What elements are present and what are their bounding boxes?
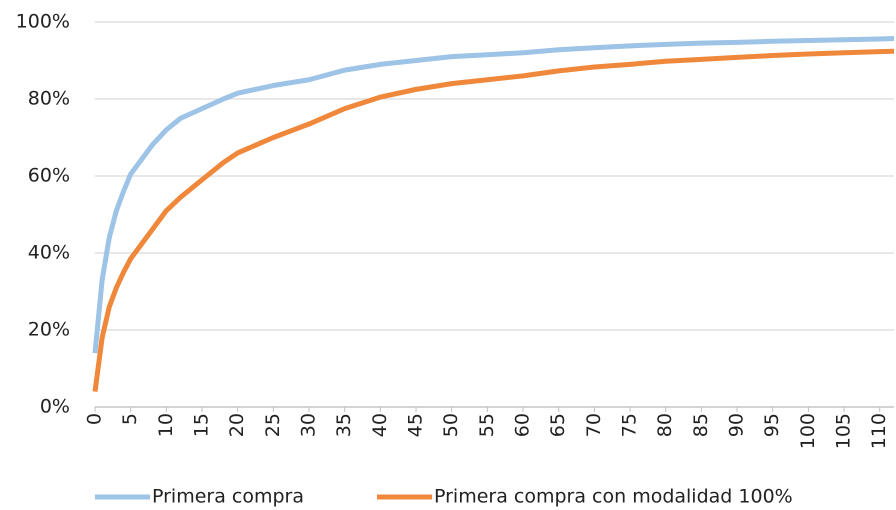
y-tick-label: 100%: [16, 11, 70, 33]
y-tick-label: 60%: [28, 165, 70, 187]
x-tick-label: 45: [405, 413, 427, 437]
legend-label: Primera compra con modalidad 100%: [434, 486, 793, 508]
y-tick-label: 80%: [28, 88, 70, 110]
x-tick-label: 30: [298, 413, 320, 437]
x-tick-label: 35: [333, 413, 355, 437]
x-tick-label: 0: [84, 413, 106, 425]
y-tick-label: 0%: [40, 396, 70, 418]
y-tick-label: 20%: [28, 319, 70, 341]
x-tick-label: 55: [476, 413, 498, 437]
x-tick-label: 40: [369, 413, 391, 437]
x-tick-label: 70: [583, 413, 605, 437]
legend-label: Primera compra: [152, 486, 304, 508]
x-tick-label: 65: [547, 413, 569, 437]
x-tick-label: 80: [654, 413, 676, 437]
x-tick-label: 25: [262, 413, 284, 437]
series-line: [92, 36, 895, 354]
x-tick-label: 50: [440, 413, 462, 437]
x-tick-label: 5: [119, 413, 141, 425]
y-tick-label: 40%: [28, 242, 70, 264]
x-tick-label: 110: [868, 413, 890, 449]
x-tick-label: 90: [726, 413, 748, 437]
x-tick-label: 75: [619, 413, 641, 437]
x-tick-label: 15: [191, 413, 213, 437]
x-tick-label: 60: [512, 413, 534, 437]
x-tick-label: 100: [797, 413, 819, 449]
x-tick-label: 105: [833, 413, 855, 449]
x-tick-label: 85: [690, 413, 712, 437]
x-tick-label: 95: [761, 413, 783, 437]
x-tick-label: 20: [226, 413, 248, 437]
x-tick-label: 10: [155, 413, 177, 437]
series-line: [92, 48, 895, 392]
